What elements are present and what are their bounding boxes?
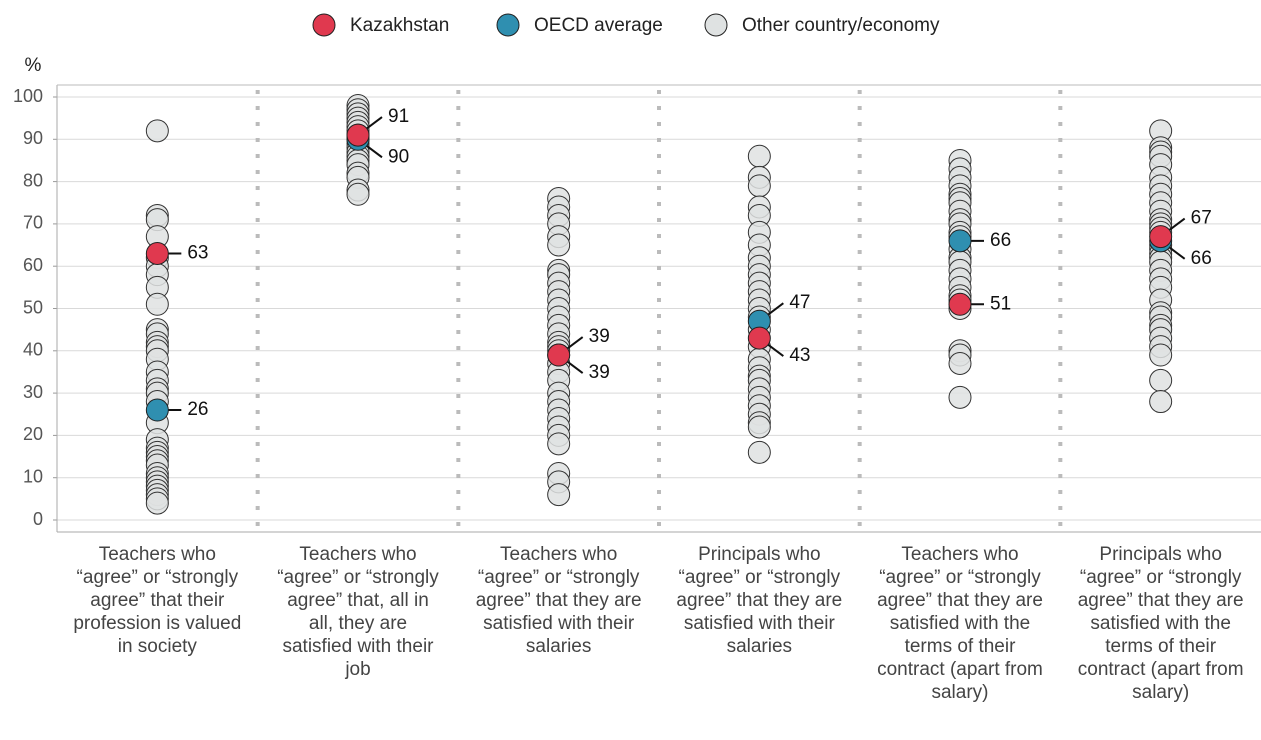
point-other [747, 415, 771, 439]
point-other [747, 174, 771, 198]
x-tick-label: Teachers who “agree” or “strongly agree”… [73, 544, 242, 657]
y-tick-label: 40 [23, 340, 43, 360]
x-tick-label: Principals who “agree” or “strongly agre… [1077, 544, 1244, 703]
point-kazakhstan [1149, 225, 1173, 249]
data-label: 39 [589, 362, 610, 383]
point-other [948, 385, 972, 409]
point-other [346, 182, 370, 206]
data-label: 26 [187, 399, 208, 420]
legend-marker [704, 13, 728, 37]
point-kazakhstan [747, 326, 771, 350]
data-label: 91 [388, 106, 409, 127]
x-tick-label: Teachers who “agree” or “strongly agree”… [277, 544, 439, 680]
point-other [145, 292, 169, 316]
data-label: 66 [1191, 248, 1212, 269]
point-other [948, 351, 972, 375]
point-kazakhstan [547, 343, 571, 367]
point-oecd [145, 398, 169, 422]
y-tick-label: 10 [23, 466, 43, 486]
y-tick-label: 50 [23, 297, 43, 317]
point-other [1149, 343, 1173, 367]
point-kazakhstan [346, 123, 370, 147]
point-other [547, 483, 571, 507]
y-axis-label: % [25, 55, 42, 76]
y-tick-label: 80 [23, 170, 43, 190]
y-tick-label: 20 [23, 424, 43, 444]
y-tick-label: 60 [23, 255, 43, 275]
data-label: 47 [789, 292, 810, 313]
point-other [547, 233, 571, 257]
legend-marker [312, 13, 336, 37]
x-tick-label: Principals who “agree” or “strongly agre… [676, 544, 843, 657]
point-kazakhstan [145, 242, 169, 266]
y-tick-label: 0 [33, 509, 43, 529]
point-oecd [948, 229, 972, 253]
x-tick-label: Teachers who “agree” or “strongly agree”… [877, 544, 1043, 703]
y-tick-label: 70 [23, 213, 43, 233]
data-label: 43 [789, 345, 810, 366]
data-label: 39 [589, 326, 610, 347]
data-label: 90 [388, 146, 409, 167]
y-tick-label: 30 [23, 382, 43, 402]
point-other [747, 144, 771, 168]
data-label: 51 [990, 293, 1011, 314]
point-kazakhstan [948, 292, 972, 316]
data-label: 66 [990, 230, 1011, 251]
legend-label: Other country/economy [742, 15, 940, 36]
legend-marker [496, 13, 520, 37]
legend-label: OECD average [534, 15, 663, 36]
point-other [1149, 390, 1173, 414]
point-other [145, 119, 169, 143]
point-other [747, 440, 771, 464]
y-tick-label: 100 [13, 86, 43, 106]
data-label: 63 [187, 243, 208, 264]
legend-label: Kazakhstan [350, 15, 449, 36]
y-tick-label: 90 [23, 128, 43, 148]
point-other [145, 491, 169, 515]
x-tick-label: Teachers who “agree” or “strongly agree”… [475, 544, 642, 657]
point-other [547, 432, 571, 456]
data-label: 67 [1191, 208, 1212, 229]
point-other [1149, 368, 1173, 392]
